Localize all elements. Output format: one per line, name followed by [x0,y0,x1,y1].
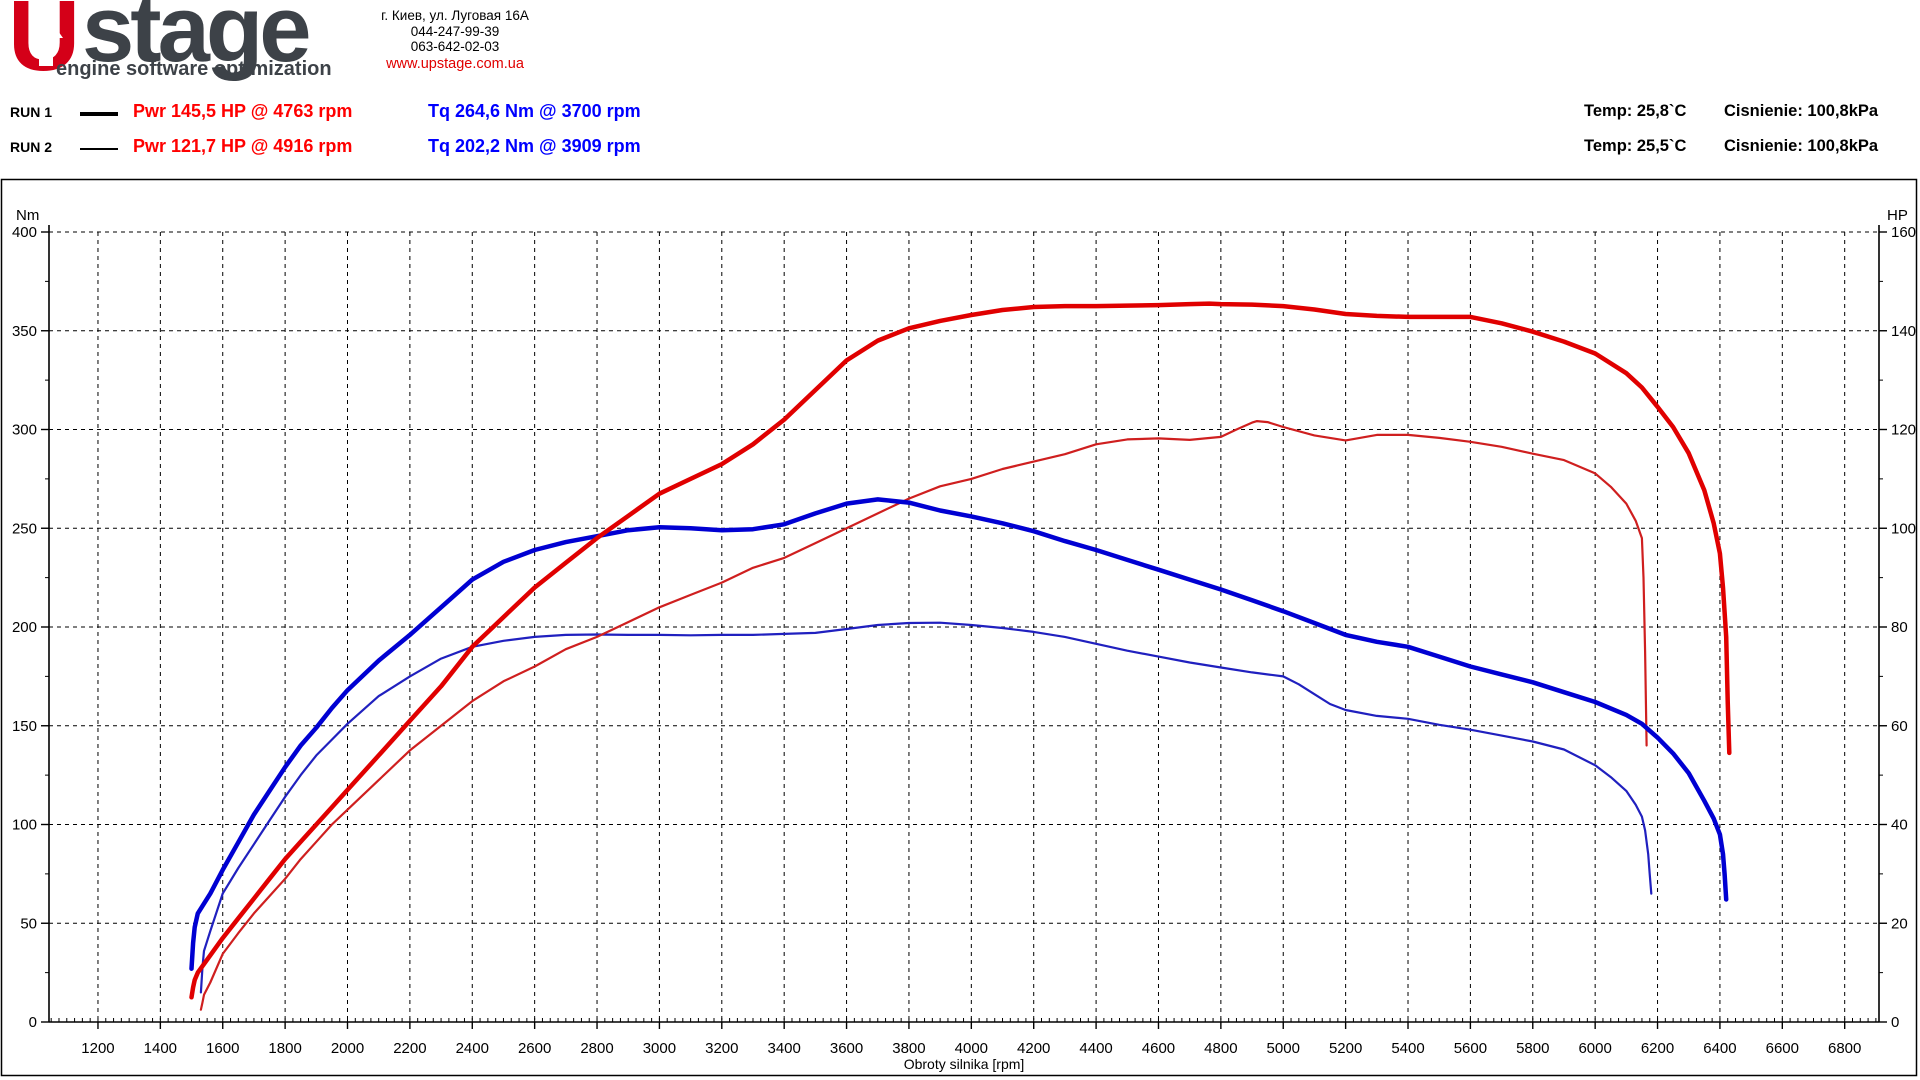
svg-text:3200: 3200 [705,1040,738,1057]
svg-text:250: 250 [12,520,37,537]
svg-text:3800: 3800 [892,1040,925,1057]
run1-power-curve [189,301,1732,1000]
svg-text:150: 150 [12,718,37,735]
svg-text:3000: 3000 [643,1040,676,1057]
svg-text:4600: 4600 [1142,1040,1175,1057]
svg-text:50: 50 [20,915,37,932]
run2-legend-line-icon [80,148,118,150]
svg-text:4200: 4200 [1017,1040,1050,1057]
svg-text:140: 140 [1891,323,1916,340]
svg-text:5600: 5600 [1454,1040,1487,1057]
logo-word-stage: stage [82,0,312,81]
svg-text:1400: 1400 [144,1040,177,1057]
svg-text:200: 200 [12,619,37,636]
svg-text:0: 0 [1891,1014,1899,1031]
run1-pressure: Cisnienie: 100,8kPa [1724,102,1879,120]
svg-text:5000: 5000 [1267,1040,1300,1057]
svg-text:1200: 1200 [81,1040,114,1057]
logo-tagline: engine software optimization [56,58,332,80]
svg-text:20: 20 [1891,915,1908,932]
svg-text:4400: 4400 [1079,1040,1112,1057]
contact-phone-2: 063-642-02-03 [410,39,500,54]
run2-temperature: Temp: 25,5`C [1584,137,1687,155]
chart-gridlines [49,231,1879,1022]
run1-temperature: Temp: 25,8`C [1584,102,1687,120]
svg-text:2400: 2400 [456,1040,489,1057]
svg-text:6000: 6000 [1578,1040,1611,1057]
svg-text:3400: 3400 [767,1040,800,1057]
svg-text:60: 60 [1891,718,1908,735]
run1-label: RUN 1 [10,104,53,120]
svg-text:6400: 6400 [1703,1040,1736,1057]
svg-text:5400: 5400 [1391,1040,1424,1057]
svg-text:80: 80 [1891,619,1908,636]
x-axis: 1200 1400 1600 1800 2000 2200 2400 2600 2800 3000… [50,1018,1877,1072]
contact-block: г. Киев, ул. Луговая 16А 044-247-99-39 0… [318,8,592,72]
svg-text:2800: 2800 [580,1040,613,1057]
run1-power-readout: Pwr 145,5 HP @ 4763 rpm [133,101,353,121]
svg-text:120: 120 [1891,422,1916,439]
run1-summary-row: RUN 1 Pwr 145,5 HP @ 4763 rpm Tq 264,6 N… [0,101,1920,125]
svg-text:0: 0 [29,1014,37,1031]
svg-text:2600: 2600 [518,1040,551,1057]
run2-power-curve [199,420,1648,1011]
svg-text:HP: HP [1887,207,1908,224]
contact-phone-1: 044-247-99-39 [410,23,500,39]
run1-torque-readout: Tq 264,6 Nm @ 3700 rpm [428,101,641,121]
svg-text:6600: 6600 [1766,1040,1799,1057]
svg-text:6200: 6200 [1641,1040,1674,1057]
contact-address: г. Киев, ул. Луговая 16А [381,8,529,23]
svg-text:40: 40 [1891,817,1908,834]
run1-torque-curve [189,497,1729,971]
svg-text:4800: 4800 [1204,1040,1237,1057]
svg-text:6800: 6800 [1828,1040,1861,1057]
run2-torque-readout: Tq 202,2 Nm @ 3909 rpm [428,136,641,156]
up-arrow-icon [29,14,63,38]
svg-text:350: 350 [12,323,37,340]
svg-text:Nm: Nm [16,207,39,224]
upstage-logo: U stage engine software optimization [8,0,338,86]
contact-website-link[interactable]: www.upstage.com.ua [386,55,524,72]
svg-text:5200: 5200 [1329,1040,1362,1057]
run1-legend-line-icon [80,112,118,116]
run2-power-readout: Pwr 121,7 HP @ 4916 rpm [133,136,353,156]
up-arrow-icon-stem [39,36,53,66]
svg-text:300: 300 [12,422,37,439]
svg-text:2200: 2200 [393,1040,426,1057]
svg-text:3600: 3600 [830,1040,863,1057]
svg-text:100: 100 [12,817,37,834]
svg-text:1800: 1800 [268,1040,301,1057]
run2-label: RUN 2 [10,139,53,155]
svg-text:400: 400 [12,224,37,241]
run2-torque-curve [199,621,1653,994]
run2-pressure: Cisnienie: 100,8kPa [1724,137,1879,155]
run2-summary-row: RUN 2 Pwr 121,7 HP @ 4916 rpm Tq 202,2 N… [0,136,1920,160]
svg-text:1600: 1600 [206,1040,239,1057]
svg-text:160: 160 [1891,224,1916,241]
svg-text:2000: 2000 [331,1040,364,1057]
svg-text:Obroty silnika [rpm]: Obroty silnika [rpm] [904,1056,1025,1072]
svg-text:5800: 5800 [1516,1040,1549,1057]
svg-text:100: 100 [1891,520,1916,537]
svg-text:4000: 4000 [955,1040,988,1057]
